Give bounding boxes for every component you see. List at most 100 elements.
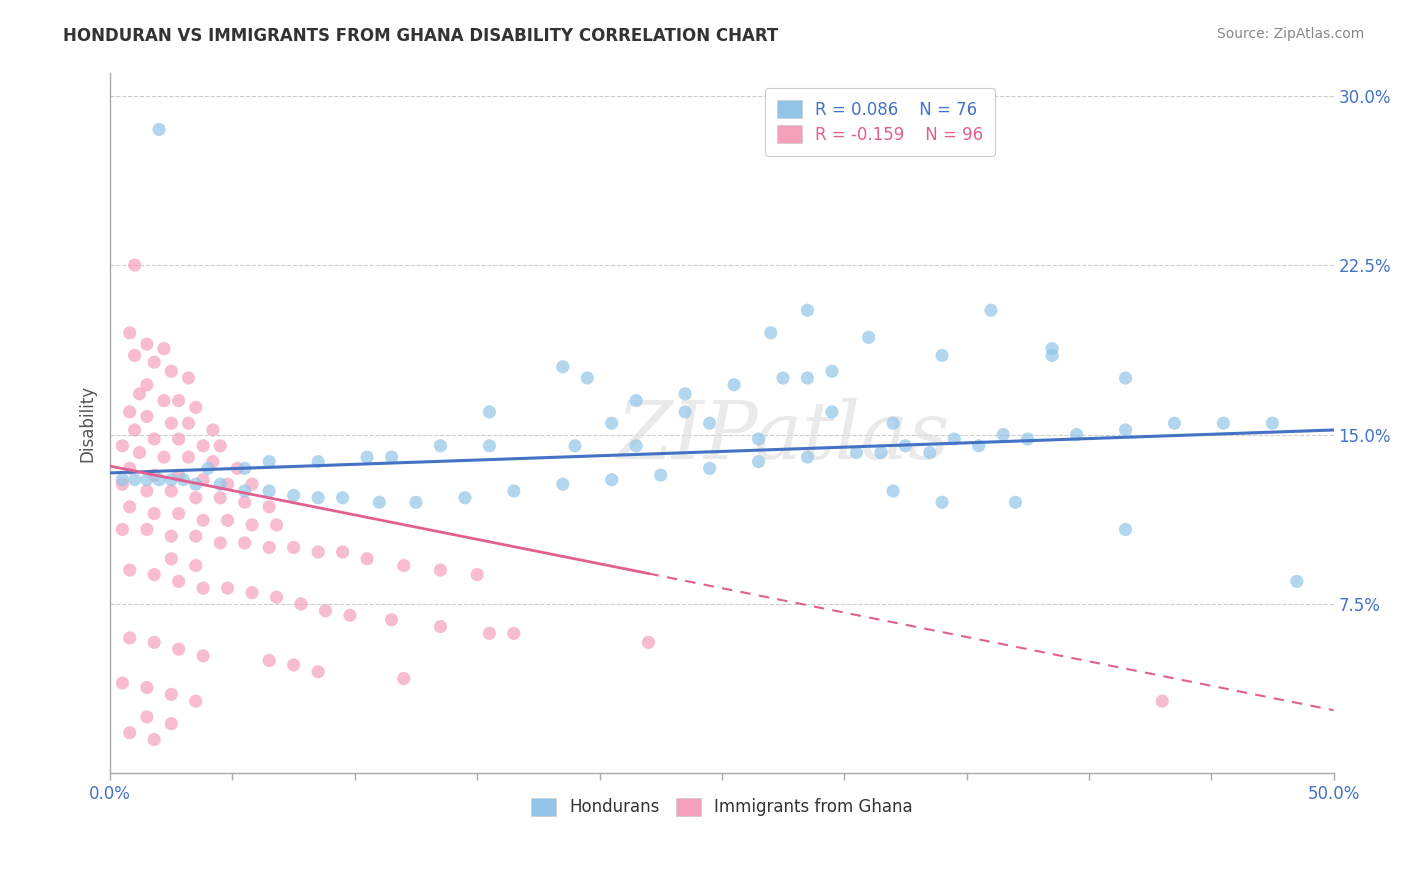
Point bbox=[502, 483, 524, 498]
Point bbox=[673, 387, 696, 401]
Point bbox=[257, 455, 280, 469]
Point bbox=[772, 371, 794, 385]
Point bbox=[153, 450, 176, 464]
Point bbox=[1261, 416, 1284, 430]
Point bbox=[167, 574, 190, 589]
Point bbox=[624, 439, 647, 453]
Point bbox=[167, 642, 190, 657]
Point bbox=[160, 416, 183, 430]
Point bbox=[821, 364, 844, 378]
Point bbox=[980, 303, 1002, 318]
Point bbox=[167, 432, 190, 446]
Point bbox=[576, 371, 599, 385]
Point bbox=[118, 326, 141, 340]
Text: ZIPatlas: ZIPatlas bbox=[616, 399, 950, 476]
Point bbox=[502, 626, 524, 640]
Point bbox=[160, 364, 183, 378]
Point bbox=[177, 450, 200, 464]
Point bbox=[135, 681, 157, 695]
Legend: Hondurans, Immigrants from Ghana: Hondurans, Immigrants from Ghana bbox=[523, 789, 921, 824]
Point bbox=[191, 648, 214, 663]
Point bbox=[931, 348, 953, 362]
Point bbox=[307, 665, 329, 679]
Point bbox=[184, 558, 207, 573]
Point bbox=[332, 491, 354, 505]
Point bbox=[135, 377, 157, 392]
Point bbox=[943, 432, 966, 446]
Point bbox=[118, 563, 141, 577]
Point bbox=[160, 483, 183, 498]
Point bbox=[143, 567, 166, 582]
Point bbox=[454, 491, 477, 505]
Point bbox=[266, 517, 288, 532]
Point bbox=[135, 710, 157, 724]
Point bbox=[796, 371, 818, 385]
Point bbox=[380, 613, 402, 627]
Point bbox=[143, 355, 166, 369]
Point bbox=[128, 445, 150, 459]
Point bbox=[143, 507, 166, 521]
Point bbox=[118, 500, 141, 514]
Point bbox=[257, 483, 280, 498]
Point bbox=[209, 536, 232, 550]
Point bbox=[283, 657, 305, 672]
Point bbox=[124, 423, 146, 437]
Point bbox=[226, 461, 249, 475]
Point bbox=[191, 473, 214, 487]
Point bbox=[191, 581, 214, 595]
Point bbox=[135, 337, 157, 351]
Point bbox=[118, 725, 141, 739]
Point bbox=[160, 716, 183, 731]
Point bbox=[1285, 574, 1308, 589]
Point bbox=[637, 635, 659, 649]
Point bbox=[111, 523, 134, 537]
Point bbox=[894, 439, 917, 453]
Point bbox=[307, 455, 329, 469]
Point bbox=[111, 676, 134, 690]
Point bbox=[1017, 432, 1039, 446]
Point bbox=[882, 483, 904, 498]
Point bbox=[723, 377, 745, 392]
Point bbox=[650, 468, 672, 483]
Point bbox=[201, 455, 224, 469]
Point bbox=[1212, 416, 1234, 430]
Point bbox=[356, 551, 378, 566]
Point bbox=[356, 450, 378, 464]
Point bbox=[111, 477, 134, 491]
Point bbox=[673, 405, 696, 419]
Point bbox=[257, 541, 280, 555]
Point bbox=[600, 473, 623, 487]
Point bbox=[148, 473, 170, 487]
Point bbox=[217, 513, 239, 527]
Point bbox=[124, 473, 146, 487]
Point bbox=[177, 371, 200, 385]
Point bbox=[118, 461, 141, 475]
Point bbox=[290, 597, 312, 611]
Point bbox=[858, 330, 880, 344]
Point bbox=[135, 473, 157, 487]
Point bbox=[478, 439, 501, 453]
Point bbox=[160, 529, 183, 543]
Point bbox=[184, 477, 207, 491]
Point bbox=[429, 563, 451, 577]
Point bbox=[478, 405, 501, 419]
Point bbox=[882, 416, 904, 430]
Point bbox=[307, 545, 329, 559]
Point bbox=[332, 545, 354, 559]
Point bbox=[233, 483, 256, 498]
Point bbox=[600, 416, 623, 430]
Point bbox=[551, 359, 574, 374]
Point bbox=[266, 590, 288, 604]
Point bbox=[143, 432, 166, 446]
Point bbox=[307, 491, 329, 505]
Point bbox=[184, 491, 207, 505]
Point bbox=[1115, 423, 1137, 437]
Point bbox=[392, 672, 415, 686]
Point bbox=[118, 405, 141, 419]
Point bbox=[478, 626, 501, 640]
Text: Source: ZipAtlas.com: Source: ZipAtlas.com bbox=[1216, 27, 1364, 41]
Point bbox=[1066, 427, 1088, 442]
Point bbox=[405, 495, 427, 509]
Point bbox=[1040, 348, 1063, 362]
Point bbox=[233, 495, 256, 509]
